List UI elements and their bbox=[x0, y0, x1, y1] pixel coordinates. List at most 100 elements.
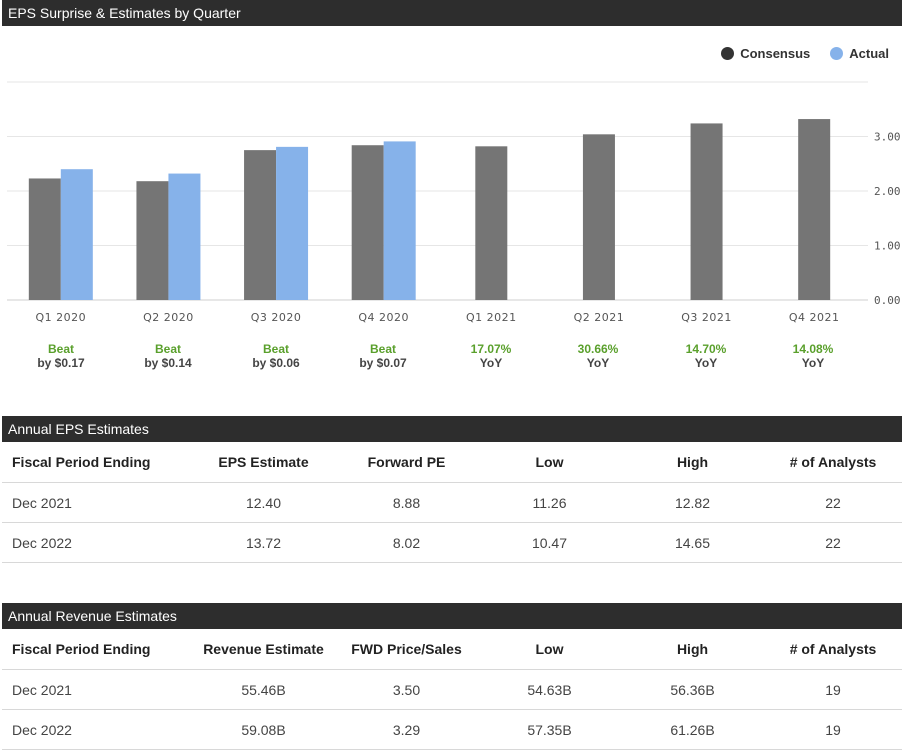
surprise-q1-2020: Beat by $0.17 bbox=[11, 342, 111, 370]
surprise-q3-2020: Beat by $0.06 bbox=[226, 342, 326, 370]
cell: Dec 2021 bbox=[2, 669, 192, 710]
col-fwd-price-sales: FWD Price/Sales bbox=[335, 629, 478, 670]
surprise-label: 14.70% bbox=[685, 342, 727, 356]
y-tick-label: 0.00 bbox=[874, 294, 901, 307]
eps-chart-header: EPS Surprise & Estimates by Quarter bbox=[2, 0, 902, 26]
col-low: Low bbox=[478, 442, 621, 483]
surprise-amount: by $0.17 bbox=[37, 356, 85, 370]
col-low: Low bbox=[478, 629, 621, 670]
cell: 8.88 bbox=[335, 482, 478, 523]
x-tick-label: Q4 2021 bbox=[789, 311, 840, 324]
cell: 3.29 bbox=[335, 709, 478, 750]
col-forward-pe: Forward PE bbox=[335, 442, 478, 483]
surprise-label: Beat bbox=[369, 342, 396, 356]
y-tick-label: 2.00 bbox=[874, 185, 901, 198]
surprise-amount: YoY bbox=[694, 356, 718, 370]
cell: 22 bbox=[764, 482, 902, 523]
cell: 19 bbox=[764, 669, 902, 710]
col-fiscal-period: Fiscal Period Ending bbox=[2, 629, 192, 670]
legend-item-actual[interactable]: Actual bbox=[830, 46, 889, 61]
bar-consensus bbox=[582, 134, 615, 300]
surprise-q2-2020: Beat by $0.14 bbox=[118, 342, 218, 370]
surprise-q1-2021: 17.07% YoY bbox=[441, 342, 541, 370]
surprise-amount: by $0.07 bbox=[359, 356, 407, 370]
bar-actual bbox=[60, 169, 93, 300]
col-eps-estimate: EPS Estimate bbox=[192, 442, 335, 483]
surprise-amount: YoY bbox=[801, 356, 825, 370]
y-tick-label: 1.00 bbox=[874, 240, 901, 253]
bar-consensus bbox=[244, 150, 277, 300]
cell: 19 bbox=[764, 709, 902, 750]
table-row: Dec 2021 12.40 8.88 11.26 12.82 22 bbox=[2, 482, 902, 523]
x-tick-label: Q1 2020 bbox=[35, 311, 86, 324]
legend-item-consensus[interactable]: Consensus bbox=[721, 46, 810, 61]
cell: 55.46B bbox=[192, 669, 335, 710]
col-fiscal-period: Fiscal Period Ending bbox=[2, 442, 192, 483]
surprise-q3-2021: 14.70% YoY bbox=[656, 342, 756, 370]
bar-consensus bbox=[28, 178, 61, 300]
surprise-label: Beat bbox=[262, 342, 289, 356]
surprise-amount: by $0.06 bbox=[252, 356, 300, 370]
actual-dot-icon bbox=[830, 47, 844, 60]
x-tick-label: Q3 2020 bbox=[251, 311, 302, 324]
table-row: Dec 2021 55.46B 3.50 54.63B 56.36B 19 bbox=[2, 669, 902, 710]
col-analysts: # of Analysts bbox=[764, 442, 902, 483]
x-tick-label: Q3 2021 bbox=[681, 311, 732, 324]
cell: 61.26B bbox=[621, 709, 764, 750]
table-row: Dec 2022 13.72 8.02 10.47 14.65 22 bbox=[2, 522, 902, 563]
cell: 3.50 bbox=[335, 669, 478, 710]
surprise-q4-2020: Beat by $0.07 bbox=[333, 342, 433, 370]
cell: 12.82 bbox=[621, 482, 764, 523]
cell: Dec 2021 bbox=[2, 482, 192, 523]
surprise-q2-2021: 30.66% YoY bbox=[548, 342, 648, 370]
cell: 22 bbox=[764, 522, 902, 563]
surprise-amount: YoY bbox=[479, 356, 503, 370]
cell: 13.72 bbox=[192, 522, 335, 563]
annual-eps-table: Fiscal Period Ending EPS Estimate Forwar… bbox=[2, 442, 902, 563]
surprise-amount: YoY bbox=[586, 356, 610, 370]
col-high: High bbox=[621, 629, 764, 670]
consensus-dot-icon bbox=[721, 47, 735, 60]
col-analysts: # of Analysts bbox=[764, 629, 902, 670]
annual-revenue-table: Fiscal Period Ending Revenue Estimate FW… bbox=[2, 629, 902, 750]
surprise-label: 17.07% bbox=[470, 342, 512, 356]
x-tick-label: Q4 2020 bbox=[358, 311, 409, 324]
y-tick-label: 3.00 bbox=[874, 131, 901, 144]
bar-consensus bbox=[136, 181, 169, 300]
cell: 57.35B bbox=[478, 709, 621, 750]
cell: 54.63B bbox=[478, 669, 621, 710]
cell: 56.36B bbox=[621, 669, 764, 710]
x-tick-label: Q1 2021 bbox=[466, 311, 517, 324]
x-tick-label: Q2 2020 bbox=[143, 311, 194, 324]
table-row: Dec 2022 59.08B 3.29 57.35B 61.26B 19 bbox=[2, 709, 902, 750]
surprise-label: Beat bbox=[47, 342, 74, 356]
bar-consensus bbox=[690, 123, 723, 300]
x-tick-label: Q2 2021 bbox=[574, 311, 625, 324]
col-high: High bbox=[621, 442, 764, 483]
surprise-q4-2021: 14.08% YoY bbox=[763, 342, 863, 370]
cell: 12.40 bbox=[192, 482, 335, 523]
bar-actual bbox=[276, 146, 309, 300]
table-header-row: Fiscal Period Ending EPS Estimate Forwar… bbox=[2, 442, 902, 483]
bar-actual bbox=[168, 173, 201, 300]
bar-consensus bbox=[798, 119, 831, 300]
annual-revenue-header: Annual Revenue Estimates bbox=[2, 603, 902, 629]
bar-actual bbox=[383, 141, 416, 300]
eps-bar-chart: 0.00 1.00 2.00 3.00 Q1 2020 Q2 2020 Q3 2020 Q4 … bbox=[7, 81, 901, 324]
chart-legend: Consensus Actual bbox=[721, 46, 889, 61]
cell: 59.08B bbox=[192, 709, 335, 750]
cell: 11.26 bbox=[478, 482, 621, 523]
legend-label-actual: Actual bbox=[849, 46, 889, 61]
annual-eps-header: Annual EPS Estimates bbox=[2, 416, 902, 442]
cell: 8.02 bbox=[335, 522, 478, 563]
legend-label-consensus: Consensus bbox=[740, 46, 811, 61]
surprise-amount: by $0.14 bbox=[144, 356, 192, 370]
surprise-label: Beat bbox=[154, 342, 181, 356]
bar-consensus bbox=[475, 146, 508, 300]
table-header-row: Fiscal Period Ending Revenue Estimate FW… bbox=[2, 629, 902, 670]
cell: 14.65 bbox=[621, 522, 764, 563]
cell: Dec 2022 bbox=[2, 709, 192, 750]
surprise-label: 30.66% bbox=[577, 342, 619, 356]
bar-consensus bbox=[351, 145, 384, 300]
cell: Dec 2022 bbox=[2, 522, 192, 563]
